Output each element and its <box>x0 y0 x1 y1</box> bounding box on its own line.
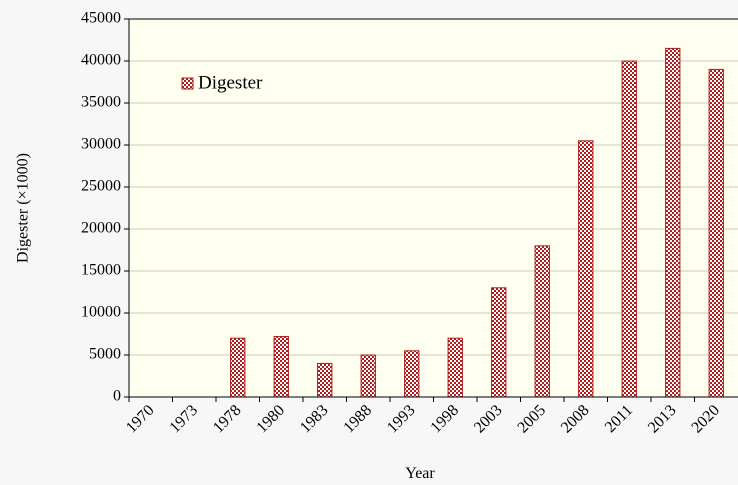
bar <box>317 362 333 398</box>
bar <box>360 354 376 398</box>
y-tick-label: 35000 <box>81 94 121 111</box>
x-tick-label: 1993 <box>384 402 419 437</box>
bar <box>273 336 289 398</box>
x-tick-label: 2005 <box>514 402 549 437</box>
x-tick-label: 2013 <box>645 402 680 437</box>
bar <box>404 350 420 398</box>
bar <box>230 337 246 398</box>
x-tick-label: 1980 <box>253 402 288 437</box>
y-tick-label: 10000 <box>81 304 121 321</box>
bar <box>708 68 724 398</box>
x-tick-label: 1983 <box>297 402 332 437</box>
y-tick-label: 5000 <box>89 346 121 363</box>
x-tick-label: 2003 <box>471 402 506 437</box>
x-tick-label: 1978 <box>210 402 245 437</box>
y-tick-label: 30000 <box>81 136 121 153</box>
y-tick-label: 45000 <box>81 10 121 27</box>
x-tick-label: 2011 <box>602 402 636 436</box>
x-tick-label: 1973 <box>166 402 201 437</box>
x-tick-label: 1998 <box>427 402 462 437</box>
x-tick-label: 2008 <box>558 402 593 437</box>
y-tick-label: 0 <box>113 388 121 405</box>
y-axis-label: Digester (×1000) <box>15 153 32 263</box>
bar <box>447 337 463 398</box>
legend-label: Digester <box>198 72 263 93</box>
y-tick-label: 40000 <box>81 52 121 69</box>
y-tick-label: 20000 <box>81 220 121 237</box>
bar <box>534 245 550 398</box>
x-tick-label: 2020 <box>688 402 723 437</box>
legend-swatch <box>181 77 194 90</box>
x-tick-label: 1970 <box>123 402 158 437</box>
bar <box>621 60 637 398</box>
bar <box>491 287 507 398</box>
x-axis-label: Year <box>405 465 435 482</box>
bar <box>665 47 681 398</box>
x-tick-label: 1988 <box>340 402 375 437</box>
y-tick-label: 15000 <box>81 262 121 279</box>
y-tick-label: 25000 <box>81 178 121 195</box>
bar <box>578 140 594 398</box>
